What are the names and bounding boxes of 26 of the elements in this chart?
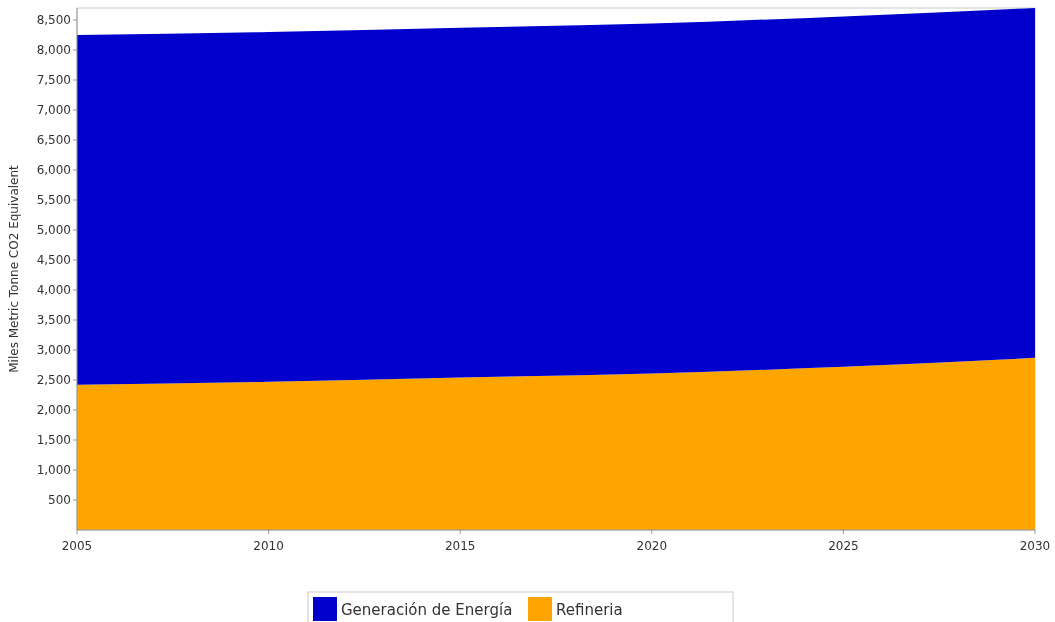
y-tick-label: 500 — [48, 493, 71, 508]
x-tick-label: 2025 — [828, 539, 859, 553]
y-tick-label: 8,000 — [36, 43, 71, 58]
x-tick-label: 2015 — [444, 539, 476, 553]
y-tick-label: 7,500 — [36, 73, 71, 88]
y-tick-label: 8,500 — [36, 13, 71, 28]
y-tick-label: 4,500 — [36, 253, 71, 268]
legend-label: Refineria — [556, 601, 623, 619]
y-tick-label: 2,500 — [36, 373, 71, 388]
y-tick-label: 2,000 — [36, 403, 71, 418]
y-tick-label: 6,000 — [36, 163, 71, 178]
x-tick-label: 2020 — [636, 539, 668, 553]
x-tick-label: 2005 — [61, 539, 93, 553]
y-tick-label: 5,500 — [36, 193, 71, 208]
y-tick-label: 1,000 — [36, 463, 71, 478]
y-tick-label: 3,000 — [36, 343, 71, 358]
y-tick-label: 6,500 — [36, 133, 71, 148]
y-tick-label: 7,000 — [36, 103, 71, 118]
y-tick-label: 1,500 — [36, 433, 71, 448]
y-axis-title: Miles Metric Tonne CO2 Equivalent — [7, 164, 21, 373]
legend-label: Generación de Energía — [341, 601, 513, 619]
y-tick-label: 3,500 — [36, 313, 71, 328]
x-tick-label: 2010 — [253, 539, 284, 553]
y-tick-label: 5,000 — [36, 223, 71, 238]
x-tick-label: 2030 — [1019, 539, 1051, 553]
y-tick-label: 4,000 — [36, 283, 71, 298]
